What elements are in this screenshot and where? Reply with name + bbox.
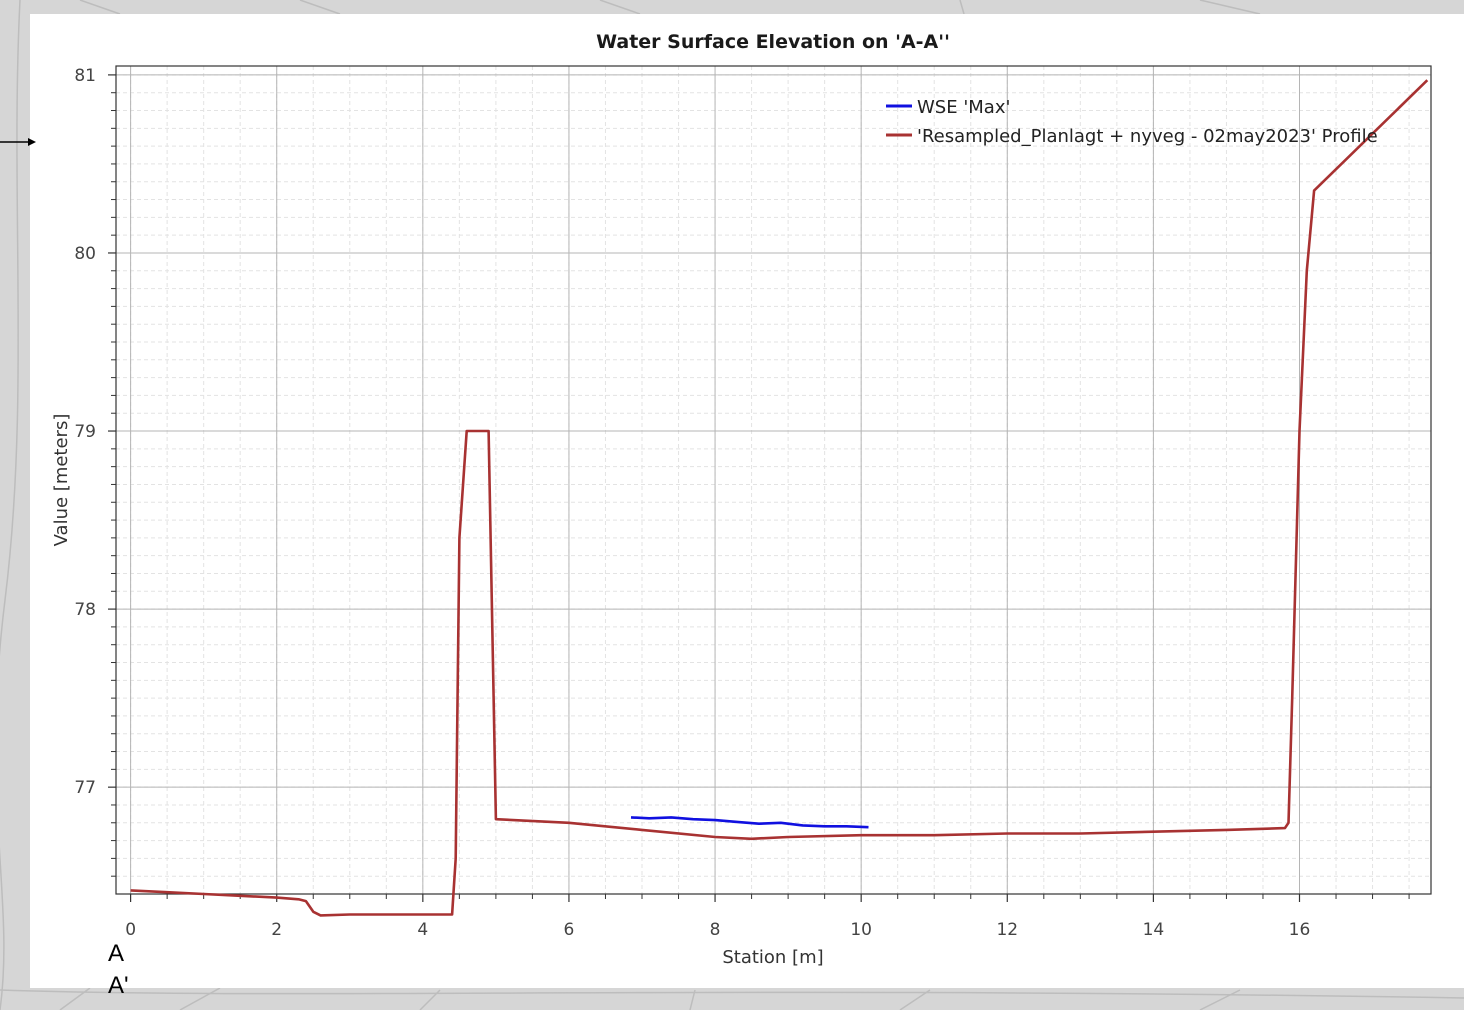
grid (116, 66, 1431, 895)
arrow-icon (0, 138, 36, 146)
axis-ticks: 0 2 4 6 8 10 12 14 16 77 78 79 80 81 (74, 66, 1410, 940)
y-tick-label: 80 (74, 244, 96, 264)
point-a-label: A (108, 940, 125, 967)
x-tick-label: 0 (125, 920, 136, 940)
y-tick-label: 78 (74, 600, 96, 620)
x-axis-label: Station [m] (722, 947, 823, 968)
x-tick-label: 6 (564, 920, 575, 940)
legend-entry-0: WSE 'Max' (917, 97, 1010, 118)
y-axis-label: Value [meters] (51, 414, 72, 547)
y-tick-label: 81 (74, 66, 96, 86)
y-tick-label: 79 (74, 422, 96, 442)
legend: WSE 'Max' 'Resampled_Planlagt + nyveg - 0… (886, 97, 1378, 147)
legend-entry-1: 'Resampled_Planlagt + nyveg - 02may2023'… (917, 126, 1378, 147)
x-tick-label: 14 (1143, 920, 1165, 940)
x-tick-label: 2 (271, 920, 282, 940)
chart-panel (30, 14, 1464, 988)
x-tick-label: 12 (996, 920, 1018, 940)
chart-title: Water Surface Elevation on 'A-A'' (596, 31, 950, 53)
series-line-0 (630, 816, 869, 829)
x-tick-label: 10 (850, 920, 872, 940)
series-lines (130, 79, 1429, 917)
series-line-1 (130, 79, 1429, 917)
x-tick-label: 4 (417, 920, 428, 940)
x-tick-label: 16 (1289, 920, 1311, 940)
x-tick-label: 8 (710, 920, 721, 940)
plot-area (115, 65, 1432, 895)
point-a-prime-label: A' (108, 972, 129, 999)
y-tick-label: 77 (74, 778, 96, 798)
